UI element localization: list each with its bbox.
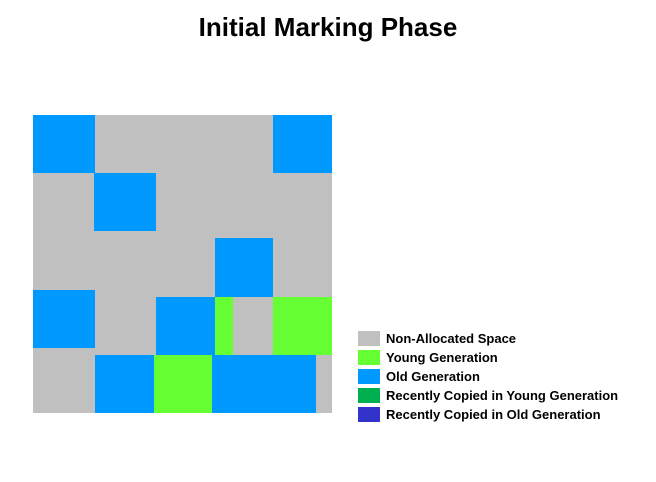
legend-item-non-allocated: Non-Allocated Space [358, 331, 656, 350]
legend-swatch [358, 331, 380, 346]
old-generation-region [95, 355, 154, 413]
old-generation-region [33, 290, 95, 348]
old-generation-region [33, 115, 95, 173]
young-generation-region [273, 297, 332, 355]
old-generation-region [212, 355, 316, 413]
legend-item-young-generation: Young Generation [358, 350, 656, 369]
old-generation-region [94, 173, 156, 231]
old-generation-region [156, 297, 215, 355]
old-generation-region [273, 115, 332, 173]
legend-swatch [358, 369, 380, 384]
legend-label: Old Generation [386, 369, 480, 384]
legend-label: Non-Allocated Space [386, 331, 517, 346]
old-generation-region [215, 238, 273, 297]
young-generation-region [154, 355, 212, 413]
legend-item-old-generation: Old Generation [358, 369, 656, 388]
legend-item-recent-young: Recently Copied in Young Generation [358, 388, 656, 407]
diagram-title: Initial Marking Phase [198, 12, 458, 42]
legend-label: Recently Copied in Young Generation [386, 388, 619, 403]
legend-swatch [358, 407, 380, 422]
heap-grid [33, 115, 332, 413]
legend-label: Young Generation [386, 350, 498, 365]
young-generation-region [215, 297, 233, 355]
legend-swatch [358, 388, 380, 403]
legend-item-recent-old: Recently Copied in Old Generation [358, 407, 656, 426]
legend-label: Recently Copied in Old Generation [386, 407, 601, 422]
legend-swatch [358, 350, 380, 365]
